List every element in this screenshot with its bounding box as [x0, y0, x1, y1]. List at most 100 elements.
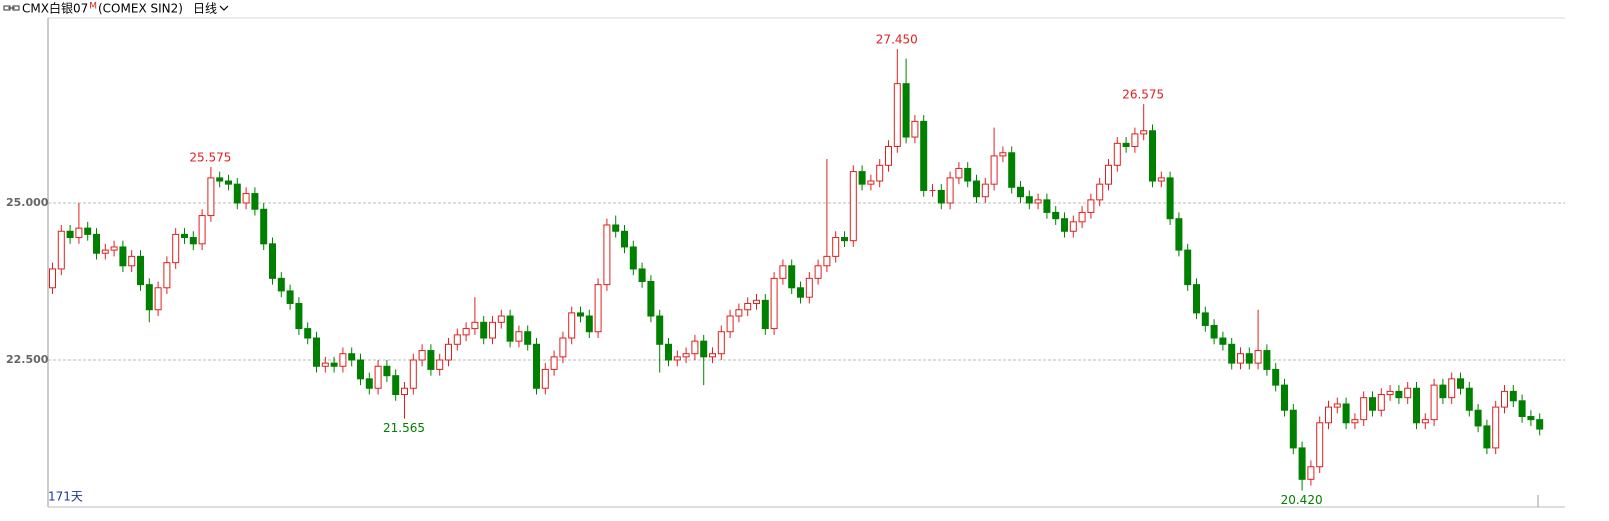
candle-body — [946, 177, 954, 204]
candle-body — [568, 312, 576, 339]
candle-body — [445, 343, 452, 361]
candle-body — [357, 359, 364, 380]
candle-body — [541, 368, 549, 389]
candle-body — [497, 315, 505, 323]
candle-body — [277, 277, 285, 292]
candle-body — [559, 337, 567, 358]
candle-body — [1184, 249, 1192, 286]
candle-body — [594, 284, 602, 333]
candle-body — [629, 246, 637, 270]
candle-body — [207, 177, 215, 217]
candle-body — [427, 350, 435, 370]
candle-body — [805, 277, 813, 298]
candle-body — [506, 315, 514, 342]
candle-body — [1386, 390, 1394, 396]
candle-body — [647, 280, 655, 317]
price-annotation: 25.575 — [189, 150, 231, 164]
candle-body — [1140, 130, 1148, 135]
candle-body — [1061, 218, 1068, 232]
candle-body — [1501, 390, 1508, 408]
instrument-code: (COMEX SIN2) — [98, 2, 183, 16]
candle-body — [1281, 384, 1288, 411]
candle-body — [999, 152, 1007, 157]
candle-body — [57, 230, 65, 270]
candle-body — [66, 230, 74, 239]
candle-body — [1333, 403, 1341, 408]
candle-body — [1043, 199, 1051, 213]
candle-body — [1228, 343, 1236, 364]
candle-body — [1245, 353, 1253, 364]
dropdown-arrow[interactable] — [219, 5, 229, 11]
candle-body — [902, 83, 910, 138]
bar-count: 171天 — [48, 490, 83, 504]
candle-body — [550, 356, 558, 370]
candle-body — [1052, 211, 1060, 220]
candle-body — [1369, 397, 1376, 411]
candle-body — [1465, 387, 1473, 411]
price-annotation: 27.450 — [876, 33, 918, 47]
candle-body — [1474, 409, 1482, 427]
candle-body — [911, 120, 919, 138]
candle-body — [1219, 337, 1227, 345]
candle-body — [577, 312, 584, 317]
candle-body — [1166, 177, 1174, 220]
candle-body — [761, 299, 769, 330]
candle-body — [893, 83, 901, 147]
price-annotation: 20.420 — [1281, 493, 1323, 507]
candle-body — [251, 193, 259, 210]
candle-body — [321, 362, 329, 367]
candle-body — [260, 208, 268, 245]
candle-body — [1263, 350, 1271, 370]
candle-body — [242, 193, 250, 204]
candle-body — [304, 328, 312, 339]
candle-body — [682, 353, 690, 358]
candle-body — [1360, 397, 1368, 421]
candle-body — [1113, 142, 1121, 166]
candle-body — [1483, 425, 1491, 449]
candle-body — [709, 353, 716, 358]
candle-body — [75, 227, 83, 239]
candle-body — [1289, 409, 1297, 449]
candle-body — [401, 387, 408, 396]
candle-body — [603, 224, 611, 286]
candle-body — [480, 321, 488, 339]
candle-body — [409, 359, 417, 389]
candle-body — [1307, 466, 1315, 480]
candle-body — [1448, 378, 1456, 399]
candle-body — [770, 277, 778, 330]
candle-body — [110, 246, 118, 251]
candle-body — [137, 255, 144, 286]
candle-body — [84, 227, 92, 235]
candle-body — [1298, 447, 1306, 480]
candle-body — [1149, 130, 1156, 182]
candle-body — [621, 230, 628, 248]
candle-body — [1457, 378, 1464, 389]
candle-body — [612, 224, 620, 232]
candle-body — [1025, 196, 1033, 204]
candle-body — [1404, 387, 1412, 399]
candle-body — [797, 287, 804, 298]
candle-body — [453, 334, 461, 345]
candle-body — [867, 180, 875, 185]
candle-body — [955, 167, 963, 179]
candle-body — [1193, 284, 1200, 314]
candle-body — [1210, 324, 1218, 339]
instrument-name: CMX白银07 — [22, 1, 88, 16]
candle-body — [1034, 199, 1042, 204]
candle-body — [1536, 419, 1544, 430]
candle-body — [330, 362, 338, 367]
candle-body — [832, 237, 840, 257]
candle-body — [374, 365, 382, 389]
candle-body — [189, 237, 197, 245]
candle-body — [990, 155, 998, 185]
candle-body — [365, 378, 373, 389]
candle-body — [937, 189, 945, 204]
instrument-mark: M — [89, 2, 97, 12]
candle-body — [154, 287, 162, 311]
candle-body — [462, 328, 470, 336]
candle-body — [524, 331, 532, 345]
candle-body — [216, 177, 224, 182]
period-selector[interactable]: 日线 — [193, 2, 217, 16]
candle-body — [876, 164, 884, 182]
